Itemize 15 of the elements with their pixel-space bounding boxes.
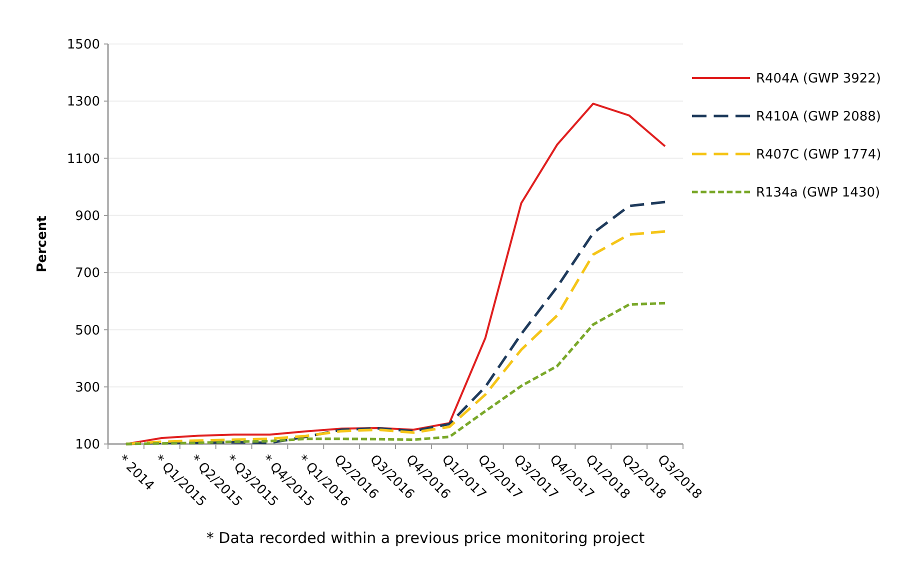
y-tick-label: 700 — [75, 266, 100, 282]
legend-label: R407C (GWP 1774) — [756, 148, 882, 163]
y-tick-label: 1100 — [66, 152, 100, 167]
legend-label: R404A (GWP 3922) — [756, 72, 881, 87]
y-tick-label: 100 — [75, 438, 100, 453]
y-tick-label: 900 — [75, 208, 100, 224]
legend-label: R410A (GWP 2088) — [756, 110, 881, 125]
legend-label: R134a (GWP 1430) — [756, 186, 880, 201]
text: * Data recorded within a previous price monitoring project — [206, 529, 645, 547]
y-tick-label: 300 — [75, 380, 100, 396]
line-series — [124, 302, 666, 446]
y-axis-title: Percent — [35, 216, 50, 272]
y-tick-label: 1300 — [66, 94, 100, 110]
y-tick-label: 500 — [75, 323, 100, 338]
y-tick-label: 1500 — [66, 38, 100, 53]
